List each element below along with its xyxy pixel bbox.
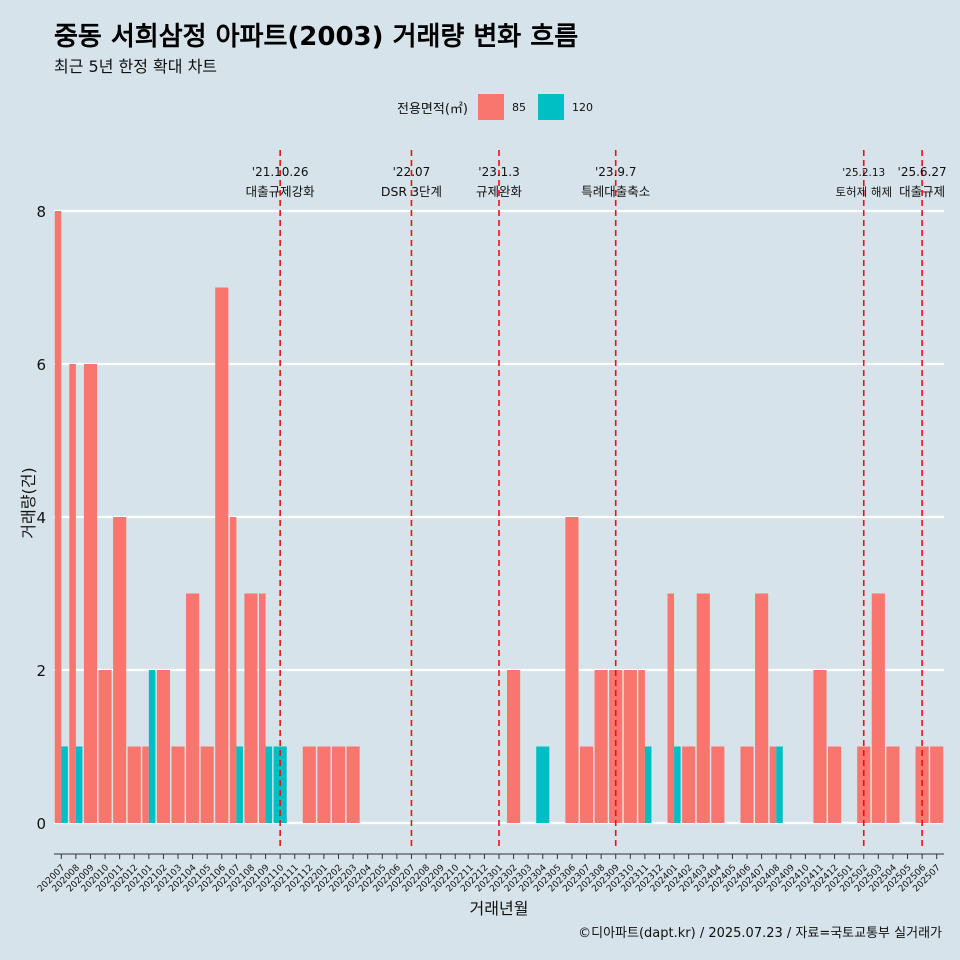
bar-85 (244, 593, 258, 823)
bar-85 (186, 593, 200, 823)
bar-85 (83, 364, 98, 823)
bar-85 (317, 746, 331, 823)
bar-120 (265, 746, 273, 823)
event-label: 특례대출축소 (581, 184, 650, 199)
bar-120 (75, 746, 83, 823)
event-label: 규제완화 (476, 184, 523, 199)
bar-120 (61, 746, 68, 823)
y-tick-label: 2 (36, 662, 46, 680)
bar-85 (667, 593, 675, 823)
bar-85 (98, 670, 112, 823)
bar-85 (594, 670, 608, 823)
event-date: '21.10.26 (252, 165, 309, 179)
bar-120 (644, 746, 652, 823)
bar-85 (623, 670, 637, 823)
bar-85 (142, 746, 149, 823)
bar-85 (696, 593, 710, 823)
bar-85 (346, 746, 360, 823)
bar-85 (579, 746, 594, 823)
bar-120 (674, 746, 681, 823)
bar-120 (148, 670, 156, 823)
bar-85 (711, 746, 725, 823)
event-label: 토허제 해제 (835, 185, 892, 199)
bar-85 (813, 670, 827, 823)
event-date: '25.2.13 (842, 167, 885, 179)
y-tick-label: 6 (36, 356, 46, 374)
bar-85 (828, 746, 842, 823)
chart-title: 중동 서희삼정 아파트(2003) 거래량 변화 흐름 (54, 22, 579, 52)
bar-85 (54, 211, 62, 823)
bar-85 (127, 746, 141, 823)
y-axis-title: 거래량(건) (19, 467, 38, 538)
x-axis-title: 거래년월 (470, 899, 529, 918)
event-label: 대출규제 (899, 184, 945, 199)
event-date: '23.1.3 (478, 165, 519, 179)
bar-120 (776, 746, 783, 823)
bar-85 (200, 746, 214, 823)
bar-85 (638, 670, 645, 823)
bar-85 (302, 746, 316, 823)
bar-85 (258, 593, 266, 823)
event-date: '25.6.27 (898, 165, 947, 179)
bar-85 (215, 287, 229, 823)
y-tick-label: 8 (36, 203, 46, 221)
bar-120 (236, 746, 243, 823)
bar-85 (740, 746, 754, 823)
bar-85 (755, 593, 769, 823)
legend-key-120 (537, 94, 564, 120)
bar-85 (229, 517, 237, 823)
bar-85 (609, 670, 623, 823)
bar-85 (171, 746, 185, 823)
legend-key-85 (477, 94, 504, 120)
y-tick-label: 4 (36, 509, 46, 527)
bar-85 (871, 593, 885, 823)
y-tick-label: 0 (36, 815, 46, 833)
chart-subtitle: 최근 5년 한정 확대 차트 (54, 57, 218, 76)
bar-85 (682, 746, 696, 823)
bar-85 (69, 364, 76, 823)
bar-85 (156, 670, 170, 823)
bar-85 (886, 746, 900, 823)
bar-85 (507, 670, 521, 823)
event-date: '22.07 (393, 165, 431, 179)
bar-85 (930, 746, 944, 823)
bar-120 (536, 746, 550, 823)
legend: 전용면적(㎡) 85 120 (397, 93, 605, 121)
bar-85 (769, 746, 777, 823)
legend-label-120: 120 (571, 100, 593, 114)
bar-85 (113, 517, 127, 823)
bar-85 (565, 517, 579, 823)
event-date: '23.9.7 (595, 165, 636, 179)
event-label: DSR 3단계 (381, 184, 442, 199)
bar-85 (331, 746, 346, 823)
legend-label-85: 85 (511, 100, 526, 114)
source-caption: ©디아파트(dapt.kr) / 2025.07.23 / 자료=국토교통부 실… (578, 926, 942, 941)
event-label: 대출규제강화 (246, 184, 316, 199)
legend-title: 전용면적(㎡) (397, 101, 468, 117)
